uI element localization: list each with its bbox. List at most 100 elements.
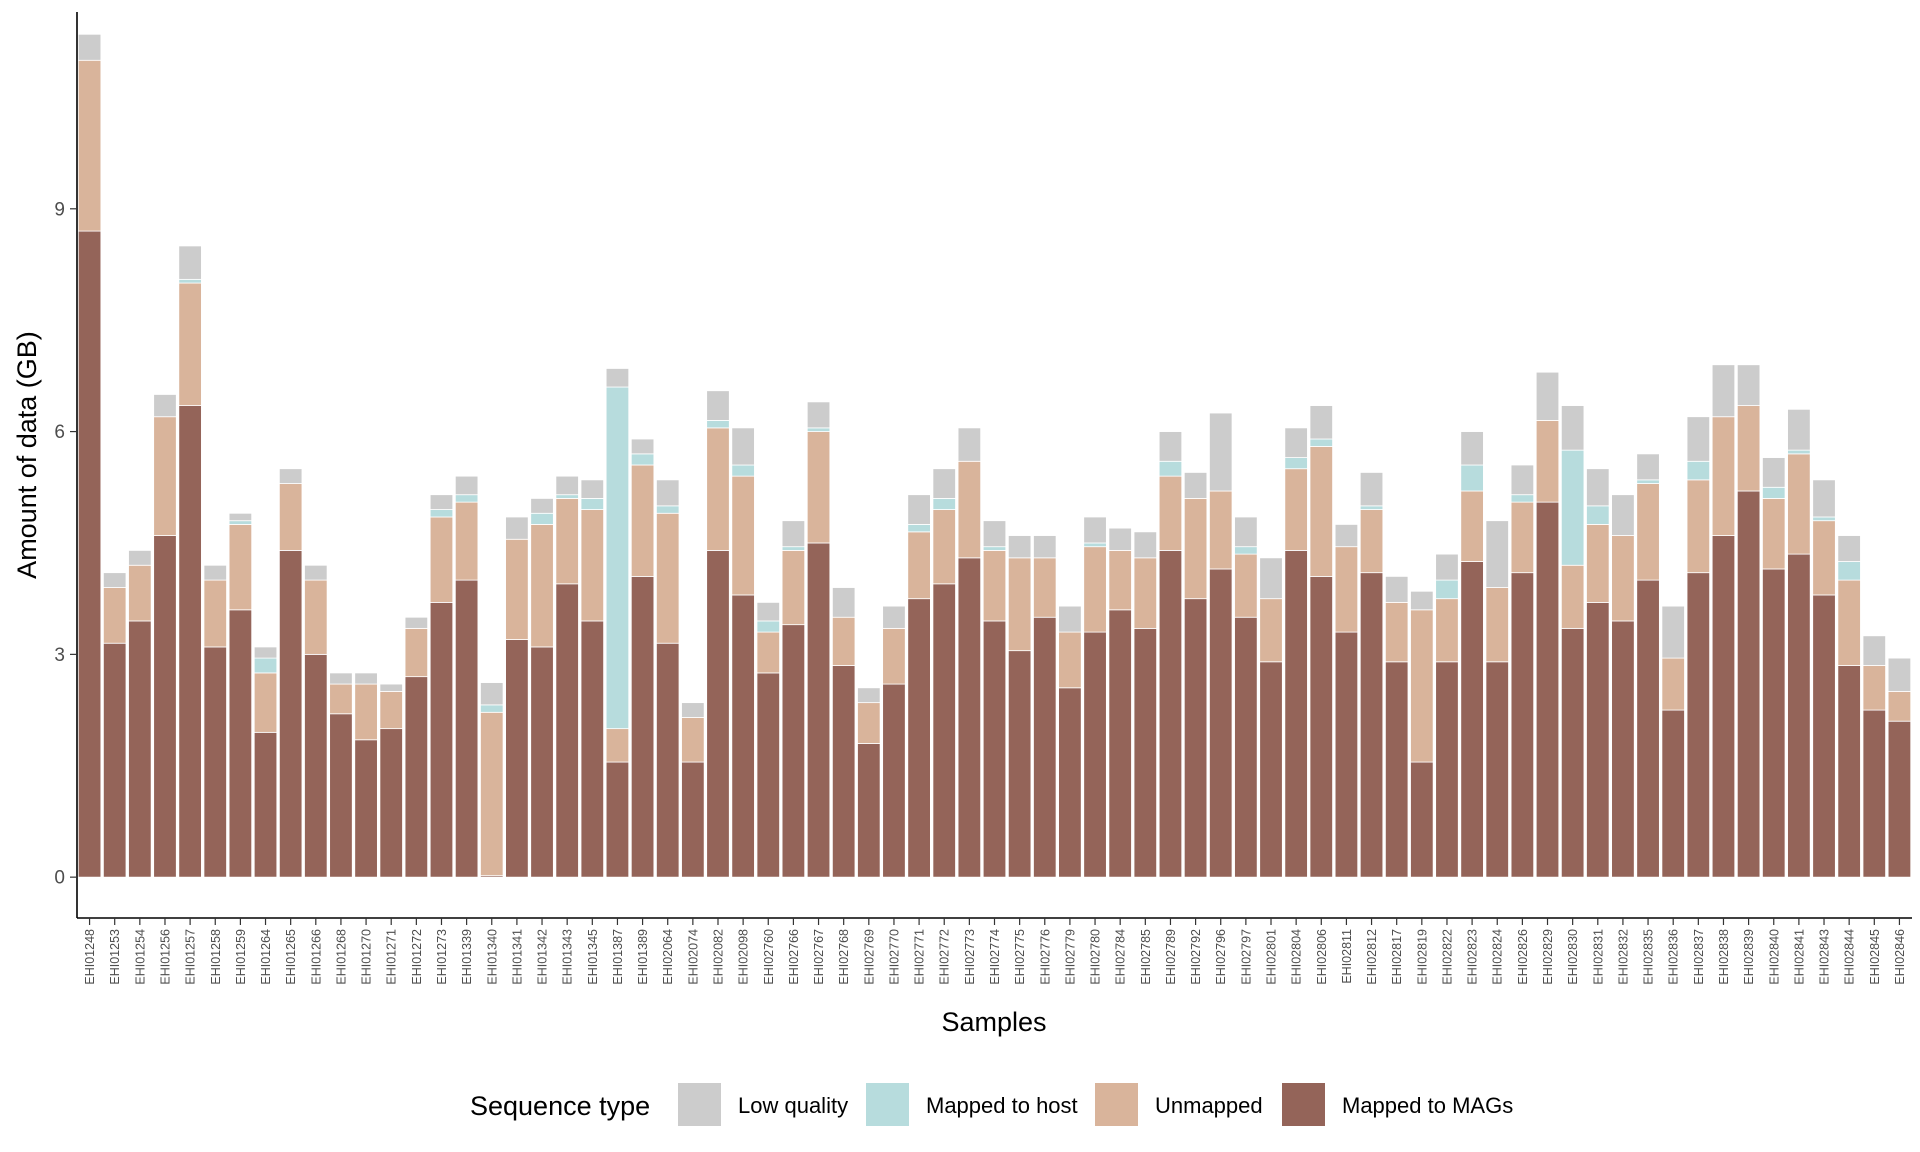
legend-key-mapped-to-host: [866, 1083, 909, 1126]
bar-low-quality-EHI02822: [1435, 553, 1459, 581]
bar-mapped-to-mags-EHI02822: [1435, 661, 1459, 878]
bar-unmapped-EHI02064: [656, 512, 680, 644]
legend-label-unmapped: Unmapped: [1155, 1093, 1263, 1118]
bar-unmapped-EHI02098: [731, 475, 755, 596]
bar-low-quality-EHI02768: [831, 587, 856, 618]
bar-mapped-to-mags-EHI02789: [1158, 550, 1183, 878]
bar-unmapped-EHI02838: [1711, 416, 1736, 536]
bar-mapped-to-mags-EHI01254: [128, 620, 152, 878]
bar-low-quality-EHI02801: [1259, 557, 1283, 600]
bar-low-quality-EHI01343: [555, 475, 579, 496]
bar-low-quality-EHI01273: [429, 494, 454, 510]
y-axis-title: Amount of data (GB): [12, 331, 42, 579]
x-tick-label: EHI02823: [1466, 929, 1480, 985]
bar-mapped-to-mags-EHI02841: [1787, 553, 1811, 878]
bar-unmapped-EHI01256: [153, 416, 177, 536]
x-tick-label: EHI01253: [108, 929, 122, 985]
x-tick-label: EHI02785: [1139, 929, 1153, 985]
bar-mapped-to-host-EHI01340: [480, 704, 504, 713]
bar-unmapped-EHI02830: [1560, 564, 1585, 629]
x-tick-label: EHI02780: [1089, 929, 1103, 985]
bar-mapped-to-mags-EHI02769: [857, 743, 881, 878]
bar-mapped-to-mags-EHI01341: [505, 639, 529, 878]
bar-unmapped-EHI01339: [454, 501, 479, 581]
bar-low-quality-EHI02811: [1334, 524, 1359, 548]
x-tick-label: EHI01341: [510, 929, 524, 985]
bar-low-quality-EHI02817: [1384, 575, 1409, 603]
bar-mapped-to-mags-EHI02811: [1334, 631, 1359, 878]
bar-mapped-to-mags-EHI01273: [429, 601, 454, 878]
bar-unmapped-EHI01389: [630, 464, 655, 577]
bar-mapped-to-mags-EHI02817: [1384, 661, 1409, 878]
x-tick-label: EHI02829: [1541, 929, 1555, 985]
bar-unmapped-EHI02836: [1661, 657, 1685, 711]
bar-low-quality-EHI02784: [1108, 527, 1132, 551]
bar-mapped-to-mags-EHI02784: [1108, 609, 1132, 878]
x-tick-label: EHI02098: [737, 929, 751, 985]
x-tick-label: EHI02836: [1667, 929, 1681, 985]
x-tick-label: EHI02822: [1440, 929, 1454, 985]
bar-unmapped-EHI02770: [882, 627, 906, 685]
bar-unmapped-EHI02792: [1183, 498, 1208, 600]
bar-low-quality-EHI02776: [1033, 535, 1057, 559]
bar-low-quality-EHI01268: [329, 672, 353, 685]
bar-low-quality-EHI02846: [1887, 657, 1912, 692]
bar-mapped-to-host-EHI01259: [228, 520, 253, 525]
bar-mapped-to-mags-EHI01268: [329, 713, 353, 878]
bar-mapped-to-mags-EHI02806: [1309, 575, 1333, 878]
x-tick-label: EHI01256: [158, 929, 172, 985]
bar-low-quality-EHI02835: [1636, 453, 1660, 481]
bar-mapped-to-host-EHI02098: [731, 464, 755, 477]
x-tick-label: EHI02838: [1717, 929, 1731, 985]
bar-mapped-to-mags-EHI02831: [1586, 601, 1610, 878]
bar-mapped-to-mags-EHI02844: [1837, 665, 1861, 878]
bar-unmapped-EHI01271: [379, 691, 403, 730]
bar-mapped-to-host-EHI02844: [1837, 561, 1861, 581]
bar-unmapped-EHI02817: [1384, 601, 1409, 663]
bar-low-quality-EHI01345: [580, 479, 605, 499]
bar-low-quality-EHI02845: [1862, 635, 1886, 666]
y-tick-label: 6: [54, 422, 65, 443]
bar-mapped-to-host-EHI02830: [1560, 449, 1585, 566]
bar-unmapped-EHI02775: [1007, 557, 1032, 652]
bar-low-quality-EHI02840: [1762, 457, 1786, 488]
x-tick-label: EHI02064: [661, 929, 675, 985]
bar-mapped-to-mags-EHI02770: [882, 683, 906, 878]
x-tick-label: EHI02797: [1239, 929, 1253, 985]
x-tick-label: EHI01268: [334, 929, 348, 985]
bar-unmapped-EHI02829: [1535, 420, 1560, 503]
x-tick-label: EHI01257: [184, 929, 198, 985]
x-tick-label: EHI02771: [913, 929, 927, 985]
bar-mapped-to-mags-EHI02801: [1259, 661, 1283, 878]
x-tick-label: EHI02845: [1868, 929, 1882, 985]
bar-low-quality-EHI02844: [1837, 535, 1861, 562]
x-tick-label: EHI02776: [1038, 929, 1052, 985]
x-tick-label: EHI02774: [988, 929, 1002, 985]
bar-low-quality-EHI02830: [1560, 405, 1585, 451]
bar-mapped-to-host-EHI01387: [605, 386, 630, 730]
bar-unmapped-EHI02806: [1309, 446, 1333, 577]
bar-mapped-to-mags-EHI02772: [932, 583, 956, 878]
x-tick-label: EHI01343: [561, 929, 575, 985]
bar-low-quality-EHI01271: [379, 683, 403, 692]
bar-mapped-to-host-EHI01345: [580, 498, 605, 510]
x-tick-label: EHI02832: [1616, 929, 1630, 985]
x-tick-label: EHI01340: [485, 929, 499, 985]
bar-unmapped-EHI02826: [1510, 501, 1535, 574]
x-tick-label: EHI02817: [1390, 929, 1404, 985]
bar-low-quality-EHI02831: [1586, 468, 1610, 507]
bar-mapped-to-host-EHI01273: [429, 509, 454, 518]
bar-unmapped-EHI02811: [1334, 546, 1359, 633]
bar-low-quality-EHI01342: [530, 498, 554, 514]
bar-unmapped-EHI02074: [681, 717, 705, 763]
x-tick-label: EHI02779: [1063, 929, 1077, 985]
bar-mapped-to-host-EHI01389: [630, 453, 655, 466]
bar-mapped-to-mags-EHI02797: [1234, 616, 1258, 878]
bar-mapped-to-host-EHI02826: [1510, 494, 1535, 503]
bar-mapped-to-host-EHI01342: [530, 512, 554, 525]
x-tick-label: EHI02772: [938, 929, 952, 985]
bar-unmapped-EHI02767: [806, 431, 831, 544]
x-tick-label: EHI02796: [1214, 929, 1228, 985]
bar-mapped-to-mags-EHI01343: [555, 583, 579, 878]
x-axis-title: Samples: [941, 1007, 1046, 1037]
